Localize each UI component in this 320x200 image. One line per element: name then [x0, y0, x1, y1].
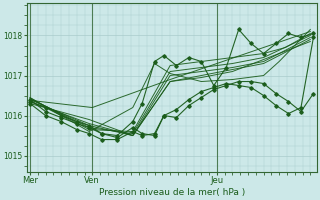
X-axis label: Pression niveau de la mer( hPa ): Pression niveau de la mer( hPa ) [99, 188, 245, 197]
